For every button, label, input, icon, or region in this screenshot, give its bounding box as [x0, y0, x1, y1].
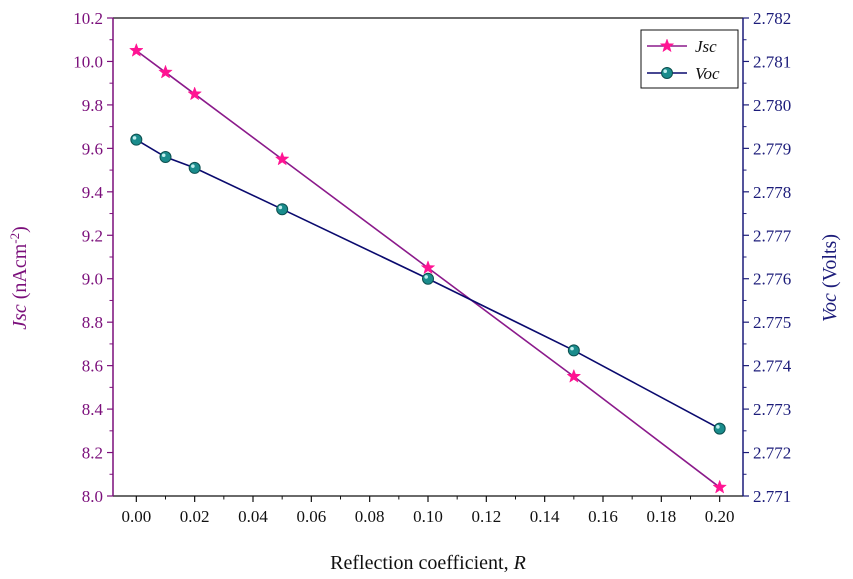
left-y-tick-label: 9.4: [82, 183, 104, 202]
x-tick-label: 0.10: [413, 507, 443, 526]
legend-marker-jsc: [659, 38, 675, 53]
data-point-voc: [422, 272, 434, 285]
left-y-tick-label: 9.6: [82, 139, 103, 158]
left-y-tick-label: 9.2: [82, 226, 103, 245]
left-y-tick-label: 9.8: [82, 96, 103, 115]
left-y-tick-label: 8.0: [82, 487, 103, 506]
right-y-axis-title: Voc (Volts): [819, 234, 841, 322]
left-y-tick-label: 10.2: [73, 9, 103, 28]
legend-marker-voc-highlight: [663, 69, 667, 73]
data-point-voc-highlight: [278, 205, 283, 210]
data-point-voc-highlight: [161, 153, 166, 158]
right-y-tick-label: 2.777: [753, 226, 792, 245]
data-point-voc-highlight: [132, 136, 137, 140]
data-point-voc-highlight: [570, 346, 574, 351]
left-y-tick-label: 8.8: [82, 313, 103, 332]
left-y-tick-label: 10.0: [73, 52, 103, 71]
right-y-tick-label: 2.776: [753, 270, 791, 289]
x-tick-label: 0.06: [296, 507, 326, 526]
legend-marker-voc: [661, 67, 673, 79]
x-tick-label: 0.14: [530, 507, 560, 526]
data-point-voc-highlight: [716, 425, 720, 429]
data-point-voc: [159, 151, 172, 164]
legend-box: [640, 29, 739, 89]
data-point-jsc: [187, 86, 203, 101]
data-point-voc: [276, 203, 289, 216]
x-tick-label: 0.00: [121, 507, 151, 526]
right-y-tick-label: 2.774: [753, 357, 792, 376]
data-point-jsc: [128, 42, 144, 57]
x-tick-label: 0.08: [355, 507, 385, 526]
left-y-tick-label: 8.2: [82, 444, 103, 463]
data-point-jsc: [566, 368, 582, 383]
right-y-tick-label: 2.775: [753, 313, 791, 332]
legend-label-jsc: Jsc: [695, 37, 717, 56]
x-tick-label: 0.12: [471, 507, 501, 526]
data-point-jsc: [712, 479, 728, 494]
data-point-jsc: [420, 260, 436, 275]
right-y-tick-label: 2.772: [753, 444, 791, 463]
left-y-tick-label: 9.0: [82, 270, 103, 289]
left-y-tick-label: 8.6: [82, 357, 103, 376]
right-y-tick-label: 2.782: [753, 9, 791, 28]
x-tick-label: 0.20: [705, 507, 735, 526]
data-point-voc: [567, 344, 580, 357]
right-y-tick-label: 2.771: [753, 487, 791, 506]
right-y-tick-label: 2.779: [753, 139, 791, 158]
data-point-voc: [130, 133, 143, 146]
right-y-tick-label: 2.781: [753, 52, 791, 71]
legend-label-voc: Voc: [695, 64, 720, 83]
data-point-voc-highlight: [191, 164, 195, 168]
x-tick-label: 0.04: [238, 507, 268, 526]
data-point-jsc: [274, 151, 290, 166]
data-point-jsc: [158, 64, 173, 79]
x-tick-label: 0.16: [588, 507, 618, 526]
x-axis-title: Reflection coefficient, R: [330, 552, 526, 574]
x-tick-label: 0.02: [180, 507, 210, 526]
data-point-voc: [713, 422, 726, 435]
right-y-tick-label: 2.773: [753, 400, 791, 419]
right-y-tick-label: 2.778: [753, 183, 791, 202]
left-y-axis-title: Jsc (nAcm-2): [7, 226, 32, 330]
data-point-voc: [188, 161, 201, 174]
x-tick-label: 0.18: [646, 507, 676, 526]
left-y-tick-label: 8.4: [82, 400, 104, 419]
right-y-tick-label: 2.780: [753, 96, 791, 115]
data-point-voc-highlight: [424, 275, 429, 279]
